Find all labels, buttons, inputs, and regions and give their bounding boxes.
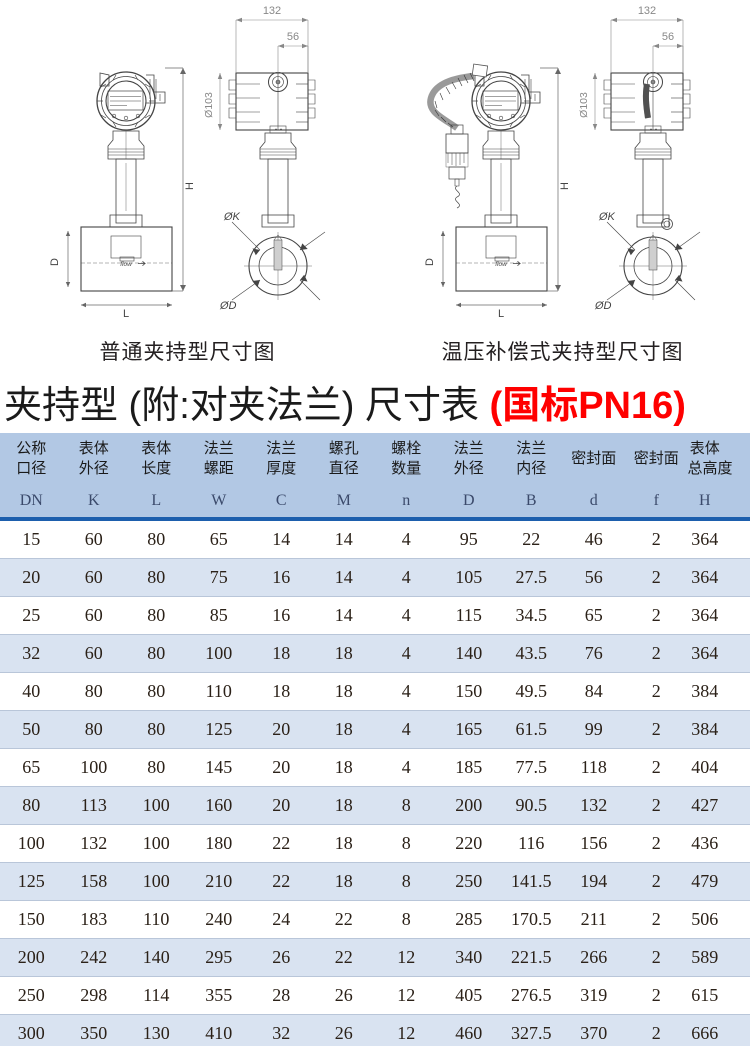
svg-text:132: 132: [638, 5, 656, 17]
svg-text:56: 56: [662, 31, 674, 43]
svg-text:ØD: ØD: [219, 300, 237, 312]
svg-text:H: H: [184, 182, 196, 190]
svg-text:L: L: [498, 308, 504, 320]
svg-text:ØD: ØD: [594, 300, 612, 312]
svg-text:132: 132: [263, 5, 281, 17]
svg-text:D: D: [49, 258, 61, 266]
svg-text:L: L: [123, 308, 129, 320]
svg-text:Ø103: Ø103: [578, 92, 590, 118]
svg-text:56: 56: [287, 31, 299, 43]
svg-text:H: H: [559, 182, 571, 190]
svg-text:ØK: ØK: [223, 211, 241, 223]
svg-text:D: D: [424, 258, 436, 266]
svg-text:ØK: ØK: [598, 211, 616, 223]
svg-text:flow: flow: [120, 261, 133, 268]
svg-text:flow: flow: [495, 261, 508, 268]
svg-text:Ø103: Ø103: [203, 92, 215, 118]
